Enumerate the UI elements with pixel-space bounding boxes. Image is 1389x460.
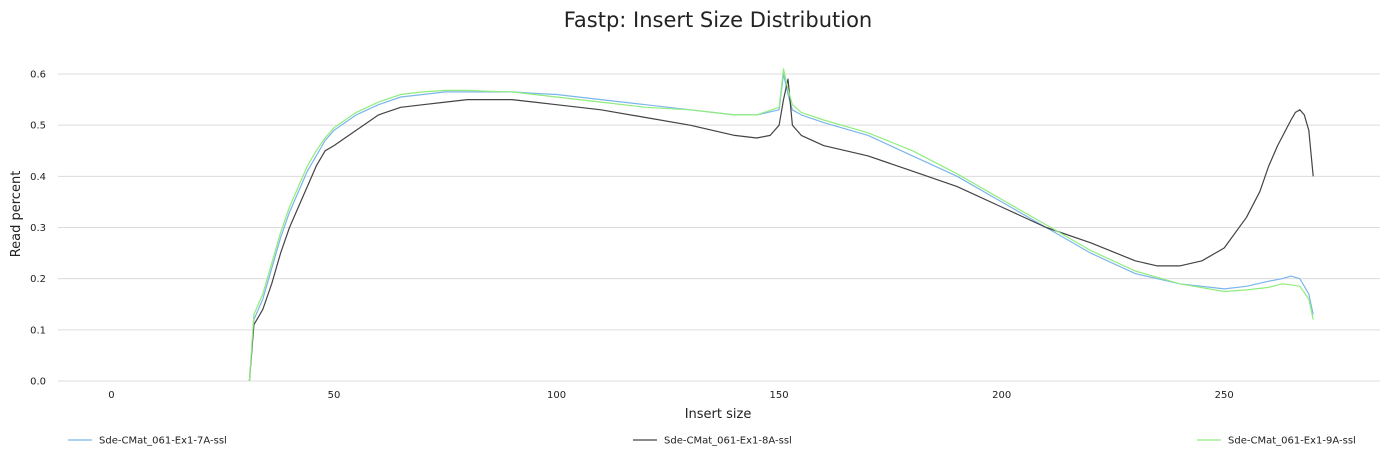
legend-label: Sde-CMat_061-Ex1-9A-ssl <box>1228 436 1356 447</box>
y-axis-ticks: 0.0 0.1 0.2 0.3 0.4 0.5 0.6 <box>30 70 46 388</box>
plot-area[interactable] <box>248 68 1314 382</box>
y-tick-label: 0.1 <box>30 325 46 336</box>
y-tick-label: 0.5 <box>30 121 46 132</box>
legend-label: Sde-CMat_061-Ex1-8A-ssl <box>664 436 792 447</box>
legend-item-3[interactable]: Sde-CMat_061-Ex1-9A-ssl <box>1197 436 1356 447</box>
legend-label: Sde-CMat_061-Ex1-7A-ssl <box>99 436 227 447</box>
y-tick-label: 0.2 <box>30 274 46 285</box>
y-tick-label: 0.3 <box>30 223 46 234</box>
x-tick-label: 250 <box>1215 390 1234 401</box>
x-tick-label: 200 <box>992 390 1011 401</box>
series-line-2[interactable] <box>248 78 1314 382</box>
x-axis-ticks: 0 50 100 150 200 250 <box>108 390 1234 401</box>
y-tick-label: 0.4 <box>30 172 46 183</box>
chart-title: Fastp: Insert Size Distribution <box>564 8 872 32</box>
y-tick-label: 0.0 <box>30 377 46 388</box>
legend-item-1[interactable]: Sde-CMat_061-Ex1-7A-ssl <box>68 436 227 447</box>
x-tick-label: 0 <box>108 390 114 401</box>
x-tick-label: 100 <box>547 390 566 401</box>
x-axis-label: Insert size <box>685 407 752 422</box>
legend[interactable]: Sde-CMat_061-Ex1-7A-ssl Sde-CMat_061-Ex1-… <box>68 436 1356 447</box>
x-tick-label: 50 <box>328 390 341 401</box>
series-line-3[interactable] <box>248 68 1314 382</box>
y-tick-label: 0.6 <box>30 70 46 81</box>
x-tick-label: 150 <box>770 390 789 401</box>
legend-item-2[interactable]: Sde-CMat_061-Ex1-8A-ssl <box>633 436 792 447</box>
y-axis-label: Read percent <box>9 171 24 258</box>
gridlines <box>58 73 1380 382</box>
